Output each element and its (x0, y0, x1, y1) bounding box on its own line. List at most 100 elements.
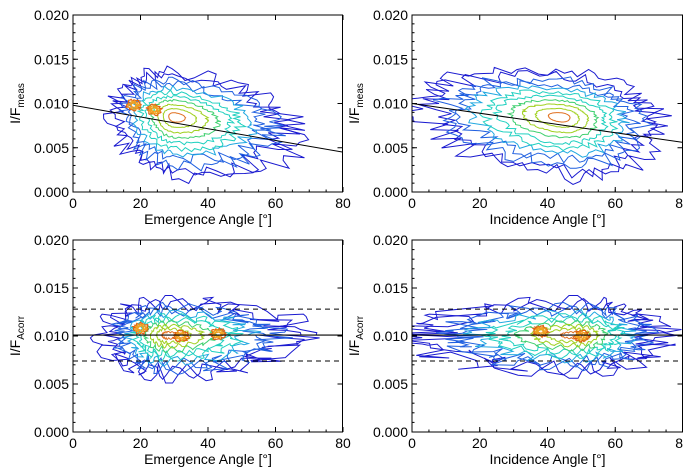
chart-panel-bottom-right: 0 20 40 60 80 0.000 0.005 0.010 0.015 0.020 Incide… (346, 232, 683, 467)
contour-level (448, 80, 641, 164)
x-tick-label: 60 (268, 195, 284, 211)
fit-line (73, 104, 343, 153)
contour-level (506, 99, 600, 139)
contour-peak (207, 327, 228, 341)
x-tick-label: 60 (268, 435, 284, 451)
x-tick-label: 0 (408, 195, 416, 211)
contour-level (547, 112, 571, 123)
x-tick-label: 0 (69, 195, 77, 211)
contour-peak (149, 106, 159, 114)
x-tick-label: 80 (335, 195, 351, 211)
contour-level (136, 89, 248, 153)
y-tick-label: 0.010 (373, 96, 408, 112)
contour-peak (135, 324, 145, 332)
contour-level (127, 79, 272, 164)
contour-peak (573, 331, 588, 341)
y-tick-label: 0.005 (373, 376, 408, 392)
contour-level (123, 309, 262, 367)
x-tick-label: 20 (472, 195, 488, 211)
y-axis-label: I/FAcorr (7, 315, 27, 356)
y-tick-label: 0.020 (373, 7, 408, 23)
x-axis-label: Emergence Angle [°] (144, 451, 272, 467)
y-axis-label: I/Fmeas (7, 83, 27, 124)
x-axis-label: Incidence Angle [°] (489, 451, 605, 467)
x-tick-label: 0 (408, 435, 416, 451)
x-tick-label: 0 (69, 435, 77, 451)
y-tick-label: 0.020 (34, 7, 69, 23)
y-axis-label: I/Fmeas (346, 83, 366, 124)
contour-level (142, 320, 220, 354)
x-tick-label: 20 (472, 435, 488, 451)
x-tick-label: 80 (335, 435, 351, 451)
plot-area (73, 65, 343, 185)
y-tick-label: 0.015 (34, 280, 69, 296)
x-tick-label: 60 (607, 435, 623, 451)
contour-level (168, 112, 187, 123)
contour-level (412, 298, 669, 376)
contour-level (156, 103, 210, 135)
y-tick-label: 0.015 (373, 280, 408, 296)
contour-level (462, 309, 638, 364)
contour-level (417, 70, 659, 179)
contour-peak (147, 104, 161, 116)
y-tick-label: 0.000 (373, 424, 408, 440)
x-tick-label: 80 (675, 195, 683, 211)
contour-peak (576, 332, 586, 340)
contour-peak (128, 102, 139, 109)
y-tick-label: 0.015 (34, 51, 69, 67)
y-tick-label: 0.010 (373, 328, 408, 344)
y-axis-label-sub: meas (355, 83, 366, 107)
contour-level (150, 99, 221, 140)
x-tick-label: 20 (133, 195, 149, 211)
contour-level (479, 89, 619, 152)
contour-level (118, 76, 286, 172)
fit-line (412, 103, 683, 143)
y-tick-label: 0.000 (373, 184, 408, 200)
y-tick-label: 0.005 (34, 140, 69, 156)
y-tick-label: 0.020 (34, 232, 69, 248)
y-axis-label: I/FAcorr (346, 315, 366, 356)
contour-level (492, 94, 609, 146)
contour-level (130, 313, 245, 362)
x-tick-label: 40 (200, 195, 216, 211)
contour-peak (174, 330, 188, 342)
x-tick-label: 40 (540, 195, 556, 211)
y-axis-label-sub: Acorr (355, 315, 366, 340)
x-tick-label: 60 (607, 195, 623, 211)
contour-level (480, 313, 626, 359)
contour-level (102, 298, 306, 381)
x-tick-label: 40 (200, 435, 216, 451)
x-tick-label: 80 (675, 435, 683, 451)
x-axis-label: Emergence Angle [°] (144, 211, 272, 227)
y-axis-label-main: I/F (7, 340, 23, 356)
contour-level (144, 94, 236, 146)
contour-level (116, 305, 274, 371)
y-axis-label-main: I/F (346, 340, 362, 356)
plot-area (412, 66, 683, 185)
y-tick-label: 0.005 (34, 376, 69, 392)
contour-level (162, 107, 198, 128)
contour-level (521, 103, 590, 134)
y-axis-label-sub: Acorr (16, 315, 27, 340)
plot-area (73, 295, 343, 384)
contour-peak (531, 324, 551, 339)
x-axis-label: Incidence Angle [°] (489, 211, 605, 227)
contour-peak (176, 333, 186, 340)
y-tick-label: 0.000 (34, 424, 69, 440)
y-tick-label: 0.010 (34, 96, 69, 112)
contour-peak (214, 330, 224, 338)
y-tick-label: 0.000 (34, 184, 69, 200)
y-tick-label: 0.015 (373, 51, 408, 67)
contour-peak (536, 327, 546, 335)
y-axis-label-sub: meas (16, 83, 27, 107)
chart-panel-bottom-left: 0 20 40 60 80 0.000 0.005 0.010 0.015 0.020 Emerge… (7, 232, 351, 467)
x-tick-label: 20 (133, 435, 149, 451)
plot-area (412, 295, 683, 379)
y-tick-label: 0.010 (34, 328, 69, 344)
y-tick-label: 0.020 (373, 232, 408, 248)
chart-panel-top-left: 0 20 40 60 80 0.000 0.005 0.010 0.015 0.020 Emerge… (7, 7, 351, 227)
y-axis-label-main: I/F (7, 108, 23, 124)
chart-panel-top-right: 0 20 40 60 80 0.000 0.005 0.010 0.015 0.020 Incide… (346, 7, 683, 227)
y-tick-label: 0.005 (373, 140, 408, 156)
